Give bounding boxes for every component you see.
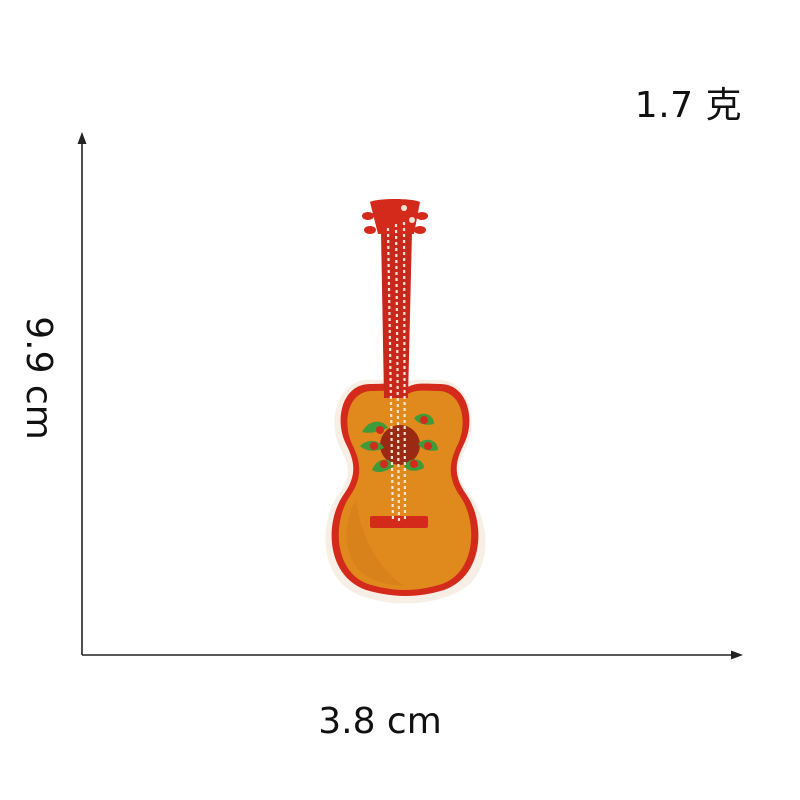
horizontal-axis bbox=[82, 650, 743, 660]
vertical-axis bbox=[77, 132, 87, 655]
tuning-pegs bbox=[362, 212, 428, 234]
guitar-headstock bbox=[370, 199, 420, 234]
flower-decoration bbox=[360, 413, 438, 473]
guitar-strings bbox=[386, 221, 407, 523]
weight-label: 1.7 克 bbox=[634, 85, 742, 126]
guitar-bridge bbox=[370, 516, 428, 528]
guitar-patch-icon bbox=[325, 199, 486, 604]
width-label: 3.8 cm bbox=[318, 701, 442, 742]
height-label: 9.9 cm bbox=[18, 316, 59, 440]
